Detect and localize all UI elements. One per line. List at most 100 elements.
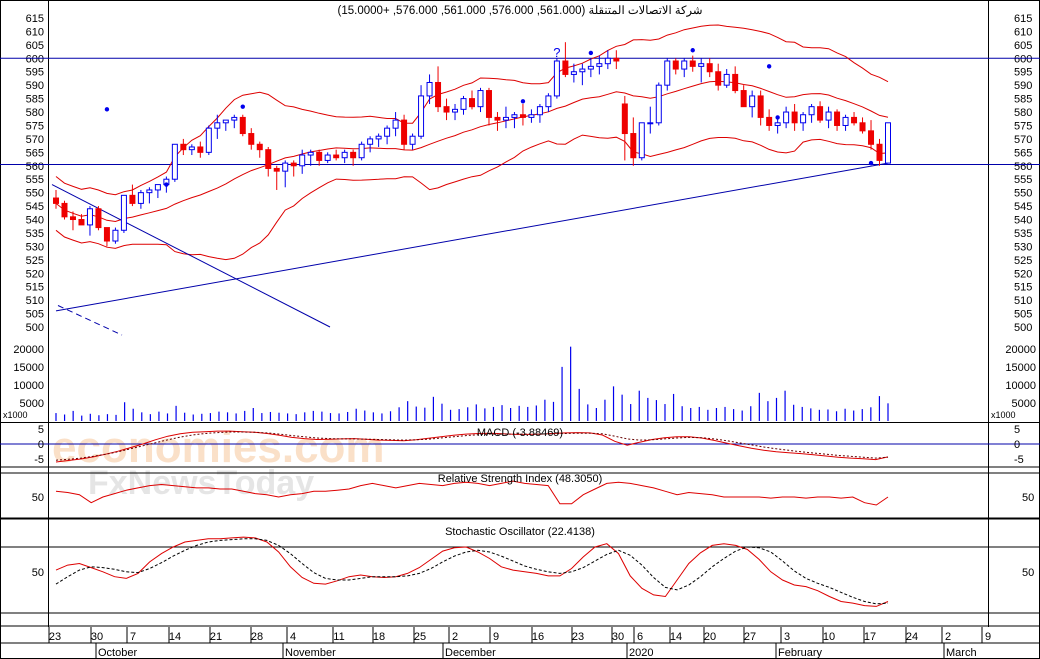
bollinger-upper-band (55, 24, 889, 196)
x-month-label: December (445, 647, 496, 659)
price-tick-left: 570 (26, 134, 44, 146)
stoch-title: Stochastic Oscillator (22.4138) (445, 526, 595, 538)
price-tick-left: 510 (26, 295, 44, 307)
candle-body-up (596, 63, 603, 67)
candle-body-up (681, 60, 688, 70)
price-tick-right: 500 (1014, 322, 1032, 334)
signal-dot-marker (588, 50, 594, 56)
candle-body-up (885, 122, 891, 164)
price-tick-right: 540 (1014, 215, 1032, 227)
x-month-label: October (98, 647, 137, 659)
candle-body-down (435, 81, 442, 108)
candle-body-down (868, 130, 875, 145)
x-month-label: March (946, 647, 977, 659)
x-day-tick: 4 (290, 631, 296, 643)
candle-body-up (536, 106, 543, 116)
candle-body-down (757, 95, 764, 118)
candle-body-down (61, 202, 68, 218)
candle-body-down (469, 98, 475, 108)
price-tick-left: 600 (26, 53, 44, 65)
candle-body-up (655, 84, 662, 124)
candle-body-up (154, 184, 161, 191)
price-tick-left: 595 (26, 67, 44, 79)
volume-tick-left: 5000 (20, 398, 44, 410)
x-day-tick: 23 (572, 631, 584, 643)
candle-body-down (290, 162, 297, 167)
x-month-label: 2020 (629, 647, 653, 659)
signal-dot-marker (240, 104, 245, 109)
candle-body-up (375, 135, 382, 140)
candle-body-down (740, 90, 747, 108)
price-tick-right: 595 (1014, 67, 1032, 79)
price-tick-left: 500 (26, 322, 44, 334)
candle-body-down (766, 116, 773, 126)
volume-tick-right: 20000 (1005, 344, 1036, 356)
candle-body-up (774, 122, 781, 126)
candle-body-down (859, 122, 866, 132)
price-tick-left: 530 (26, 241, 44, 253)
price-tick-left: 540 (26, 215, 44, 227)
macd-panel: 5 5 0 0 -5 -5 (0, 424, 1040, 468)
price-tick-right: 575 (1014, 120, 1032, 132)
candle-body-down (817, 106, 824, 121)
x-day-tick: 20 (704, 631, 716, 643)
candle-body-down (876, 143, 883, 161)
candle-body-up (222, 119, 229, 124)
volume-tick-right: 5000 (1012, 398, 1036, 410)
price-tick-right: 515 (1014, 282, 1032, 294)
price-tick-left: 550 (26, 188, 44, 200)
stoch-panel: 50 50 (0, 536, 1040, 627)
bollinger-middle-band (55, 80, 889, 223)
candle-body-up (528, 114, 535, 118)
x-day-tick: 27 (744, 631, 756, 643)
macd-tick-right: 0 (1014, 439, 1020, 451)
downtrend-line (51, 184, 331, 328)
x-day-tick: 18 (373, 631, 385, 643)
candle-body-up (392, 119, 399, 129)
x-month-label: February (778, 647, 823, 659)
candle-body-down (95, 208, 102, 229)
candle-body-up (120, 194, 127, 231)
chart-title: شركة الاتصالات المتنقلة (561.000, 576.00… (338, 4, 703, 17)
price-tick-left: 605 (26, 40, 44, 52)
stoch-d-line (55, 538, 889, 605)
x-day-tick: 3 (784, 631, 790, 643)
macd-title: MACD (-3.88469) (477, 427, 563, 439)
candle-body-down (630, 133, 637, 159)
volume-tick-left: 20000 (13, 344, 44, 356)
macd-tick-left: -5 (34, 454, 44, 466)
candle-body-down (316, 151, 323, 161)
candle-body-up (426, 81, 433, 97)
candle-body-up (477, 90, 484, 108)
candle-body-up (553, 60, 560, 97)
candle-body-down (103, 227, 110, 242)
price-tick-right: 555 (1014, 174, 1032, 186)
candle-body-up (214, 122, 221, 129)
candle-body-down (401, 119, 408, 145)
volume-tick-right: 10000 (1005, 380, 1036, 392)
candle-body-up (570, 71, 577, 75)
candle-body-up (587, 65, 594, 70)
candle-body-down (53, 197, 59, 204)
macd-tick-left: 5 (38, 424, 44, 436)
price-tick-right: 565 (1014, 147, 1032, 159)
signal-question-marker: ? (553, 45, 560, 60)
x-day-tick: 17 (864, 631, 876, 643)
candle-body-up (604, 57, 611, 65)
candle-body-down (613, 57, 620, 62)
candle-body-down (443, 106, 450, 113)
price-tick-left: 615 (26, 13, 44, 25)
candle-body-up (545, 95, 552, 108)
x-day-tick: 30 (612, 631, 624, 643)
candle-body-up (698, 63, 705, 67)
price-tick-right: 530 (1014, 241, 1032, 253)
price-tick-right: 605 (1014, 40, 1032, 52)
volume-tick-right: 15000 (1005, 362, 1036, 374)
candle-body-down (834, 111, 841, 126)
candle-body-up (418, 95, 425, 137)
bollinger-lower-band (55, 134, 889, 261)
price-tick-left: 560 (26, 161, 44, 173)
price-tick-right: 580 (1014, 107, 1032, 119)
price-tick-right: 560 (1014, 161, 1032, 173)
